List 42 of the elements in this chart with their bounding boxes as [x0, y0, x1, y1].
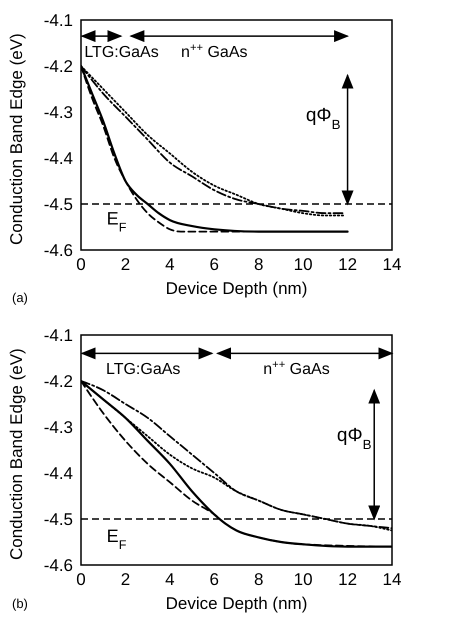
x-tick-label: 4: [165, 570, 175, 590]
y-tick-label: -4.5: [44, 510, 73, 530]
annotation: qΦ$_{B}$: [306, 105, 341, 132]
x-tick-label: 2: [120, 570, 130, 590]
y-tick-label: -4.2: [44, 372, 73, 392]
x-tick-label: 8: [254, 255, 264, 274]
x-tick-label: 12: [338, 570, 358, 590]
x-tick-label: 14: [382, 570, 402, 590]
y-tick-label: -4.4: [44, 464, 73, 484]
y-tick-label: -4.6: [44, 556, 73, 576]
y-axis-title: Conduction Band Edge (eV): [7, 33, 26, 245]
x-tick-label: 10: [294, 570, 313, 590]
y-tick-label: -4.6: [44, 241, 73, 260]
y-tick-label: -4.1: [44, 11, 73, 30]
annotation: qΦ$_{B}$: [336, 424, 372, 452]
x-tick-label: 12: [338, 255, 358, 274]
x-axis-title: Device Depth (nm): [166, 594, 308, 613]
y-tick-label: -4.3: [44, 418, 73, 438]
y-tick-label: -4.4: [44, 149, 73, 168]
x-axis-title: Device Depth (nm): [166, 279, 308, 298]
annotation: n$^{++}$ GaAs: [263, 359, 330, 378]
x-tick-label: 14: [382, 255, 402, 274]
ref-line-label: E$_{F}$: [106, 526, 127, 552]
y-tick-label: -4.3: [44, 103, 73, 122]
x-tick-label: 8: [254, 570, 264, 590]
x-tick-label: 6: [210, 570, 220, 590]
x-tick-label: 10: [294, 255, 313, 274]
y-tick-label: -4.2: [44, 57, 73, 76]
y-axis-title: Conduction Band Edge (eV): [7, 348, 26, 560]
x-tick-label: 4: [165, 255, 175, 274]
y-tick-label: -4.1: [44, 326, 73, 346]
text: (a): [12, 290, 28, 305]
y-tick-label: -4.5: [44, 195, 73, 214]
x-tick-label: 2: [120, 255, 130, 274]
text: (b): [12, 596, 28, 611]
annotation: n$^{++}$ GaAs: [181, 42, 248, 61]
annotation: LTG:GaAs: [106, 361, 180, 378]
ref-line-label: E$_{F}$: [106, 208, 127, 235]
x-tick-label: 6: [210, 255, 220, 274]
annotation: LTG:GaAs: [84, 44, 159, 61]
x-tick-label: 0: [76, 570, 86, 590]
x-tick-label: 0: [76, 255, 86, 274]
